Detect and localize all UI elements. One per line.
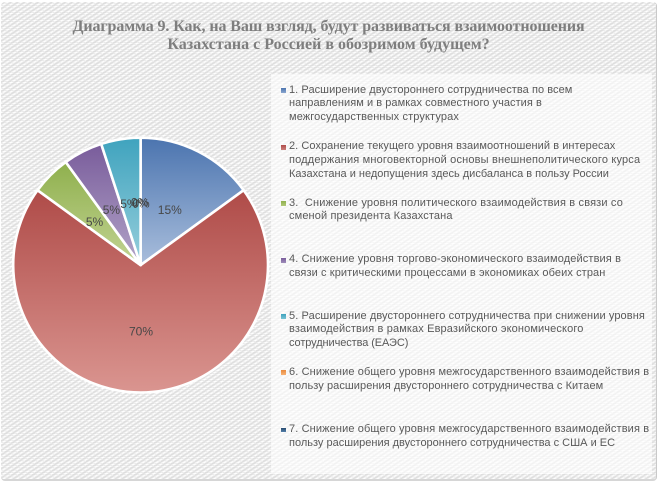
svg-text:5%: 5%: [120, 197, 138, 211]
svg-text:70%: 70%: [129, 324, 153, 338]
svg-text:0%: 0%: [132, 196, 150, 210]
svg-text:15%: 15%: [158, 203, 182, 217]
svg-text:5%: 5%: [103, 203, 121, 217]
svg-text:0%: 0%: [131, 195, 149, 209]
svg-text:5%: 5%: [86, 215, 104, 229]
